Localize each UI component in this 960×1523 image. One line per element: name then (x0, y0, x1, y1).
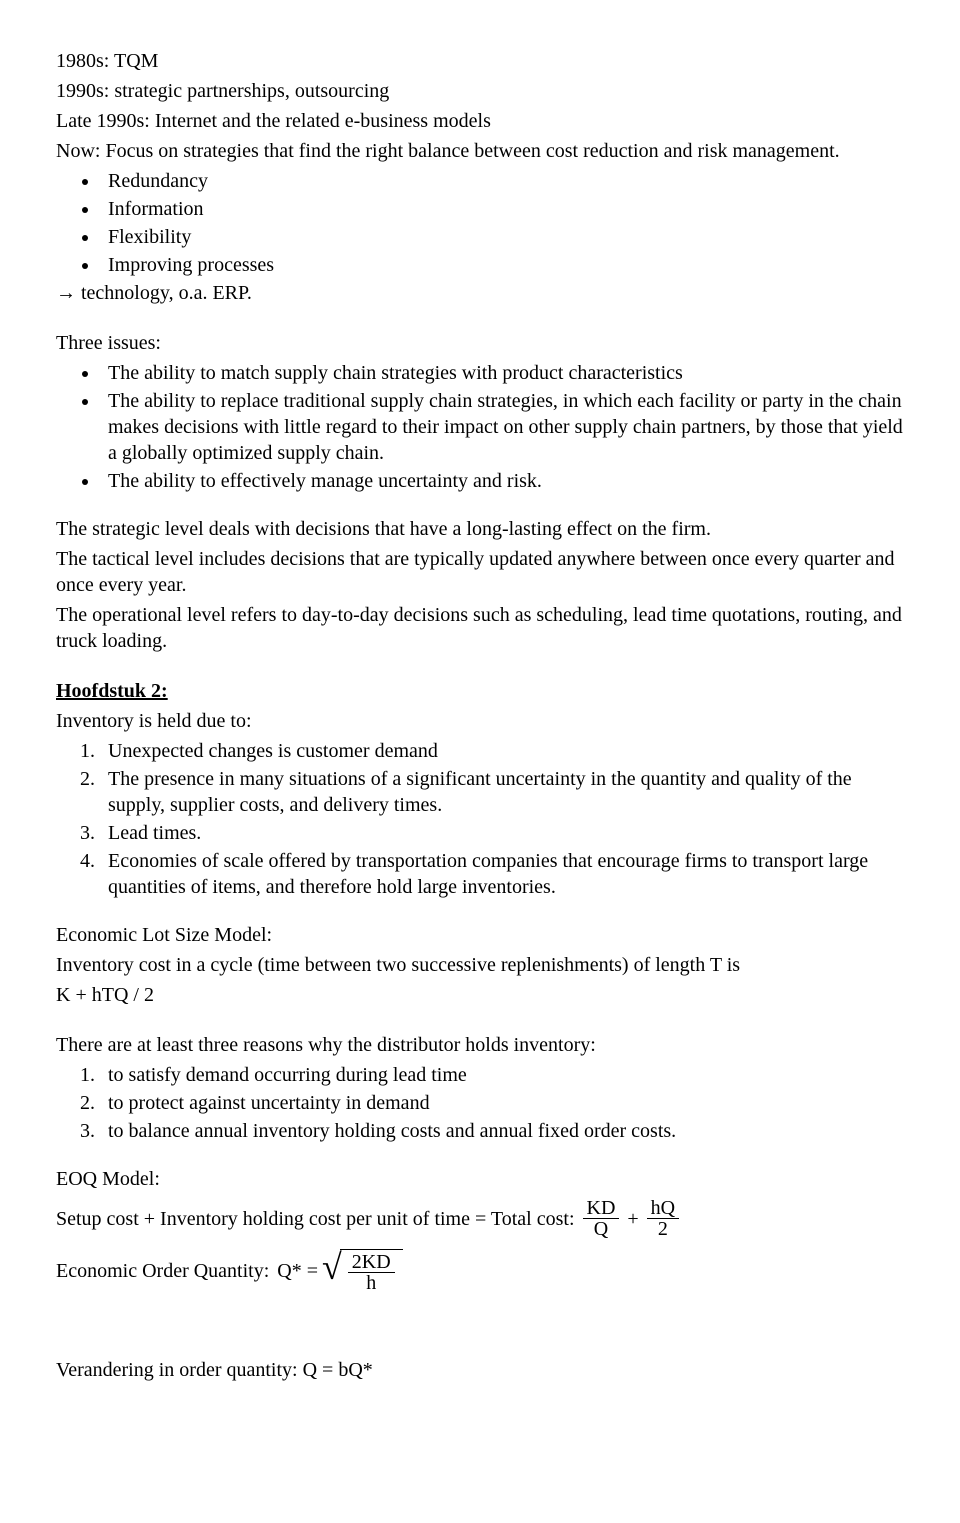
three-issues-list: The ability to match supply chain strate… (56, 360, 904, 494)
list-item: Economies of scale offered by transporta… (100, 848, 904, 900)
fraction-denominator: Q (590, 1219, 612, 1239)
intro-line-3: Late 1990s: Internet and the related e-b… (56, 108, 904, 134)
order-quantity-change-line: Verandering in order quantity: Q = bQ* (56, 1357, 904, 1383)
list-item: to protect against uncertainty in demand (100, 1090, 904, 1116)
fraction-denominator: h (362, 1273, 380, 1293)
distributor-reasons-title: There are at least three reasons why the… (56, 1032, 904, 1058)
setup-cost-label: Setup cost + Inventory holding cost per … (56, 1206, 575, 1232)
inventory-reasons-list: Unexpected changes is customer demand Th… (56, 738, 904, 900)
eoq-quantity-line: Economic Order Quantity: Q* = √ 2KD h (56, 1249, 904, 1293)
intro-line-4: Now: Focus on strategies that find the r… (56, 138, 904, 164)
list-item: Flexibility (100, 224, 904, 250)
operational-level-text: The operational level refers to day-to-d… (56, 602, 904, 654)
list-item: to balance annual inventory holding cost… (100, 1118, 904, 1144)
fraction-numerator: 2KD (348, 1252, 395, 1273)
fraction-denominator: 2 (654, 1219, 672, 1239)
list-item: The ability to match supply chain strate… (100, 360, 904, 386)
distributor-reasons-list: to satisfy demand occurring during lead … (56, 1062, 904, 1144)
eoq-label: Economic Order Quantity: (56, 1258, 269, 1284)
fraction-numerator: hQ (647, 1198, 679, 1219)
lot-size-formula: K + hTQ / 2 (56, 982, 904, 1008)
fraction-numerator: KD (583, 1198, 620, 1219)
list-item: Redundancy (100, 168, 904, 194)
total-cost-line: Setup cost + Inventory holding cost per … (56, 1198, 904, 1239)
list-item: The presence in many situations of a sig… (100, 766, 904, 818)
intro-line-1: 1980s: TQM (56, 48, 904, 74)
list-item: The ability to replace traditional suppl… (100, 388, 904, 466)
inventory-held-title: Inventory is held due to: (56, 708, 904, 734)
lot-size-title: Economic Lot Size Model: (56, 922, 904, 948)
eoq-title: EOQ Model: (56, 1166, 904, 1192)
three-issues-title: Three issues: (56, 330, 904, 356)
list-item: to satisfy demand occurring during lead … (100, 1062, 904, 1088)
total-cost-formula: KD Q + hQ 2 (581, 1198, 682, 1239)
plus-sign: + (627, 1206, 638, 1232)
qstar-equals: Q* = (277, 1258, 318, 1284)
lot-size-line: Inventory cost in a cycle (time between … (56, 952, 904, 978)
strategic-level-text: The strategic level deals with decisions… (56, 516, 904, 542)
list-item: Improving processes (100, 252, 904, 278)
list-item: Information (100, 196, 904, 222)
sqrt-formula: √ 2KD h (322, 1249, 403, 1293)
redundancy-list: Redundancy Information Flexibility Impro… (56, 168, 904, 278)
intro-line-2: 1990s: strategic partnerships, outsourci… (56, 78, 904, 104)
tactical-level-text: The tactical level includes decisions th… (56, 546, 904, 598)
technology-line: → technology, o.a. ERP. (56, 280, 904, 306)
list-item: The ability to effectively manage uncert… (100, 468, 904, 494)
chapter-2-title: Hoofdstuk 2: (56, 678, 904, 704)
list-item: Lead times. (100, 820, 904, 846)
list-item: Unexpected changes is customer demand (100, 738, 904, 764)
